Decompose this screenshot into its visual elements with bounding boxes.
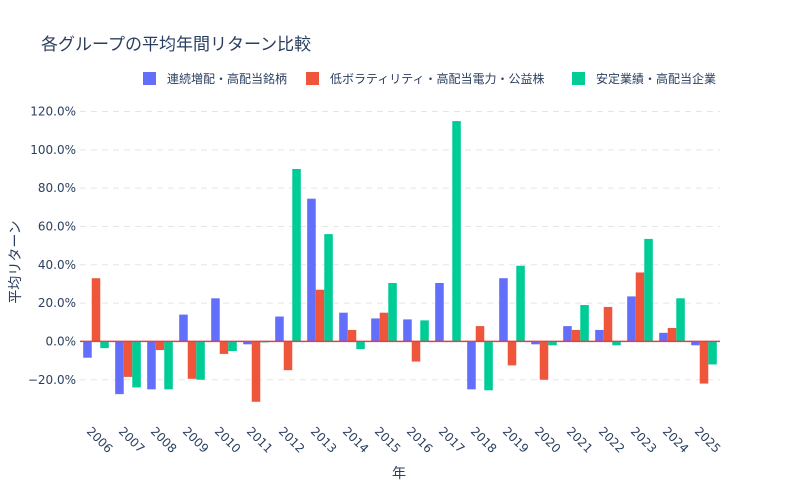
- legend-item-series-3[interactable]: 安定業績・高配当企業: [572, 71, 716, 86]
- bar-2006-series-1[interactable]: [83, 341, 92, 358]
- bars: [83, 121, 717, 402]
- legend-item-series-2[interactable]: 低ボラティリティ・高配当電力・公益株: [306, 71, 545, 86]
- bar-2019-series-2[interactable]: [507, 341, 517, 366]
- bar-2016-series-1[interactable]: [403, 319, 412, 342]
- bar-2013-series-2[interactable]: [315, 289, 325, 342]
- bar-2014-series-3[interactable]: [356, 341, 365, 350]
- bar-2009-series-2[interactable]: [187, 341, 197, 379]
- bar-2007-series-1[interactable]: [115, 341, 124, 395]
- bar-2012-series-3[interactable]: [292, 168, 301, 342]
- bar-2011-series-2[interactable]: [251, 341, 261, 402]
- bar-2008-series-2[interactable]: [155, 341, 165, 351]
- bar-2015-series-1[interactable]: [371, 318, 380, 342]
- bar-2021-series-3[interactable]: [580, 305, 589, 342]
- gridlines: [80, 110, 720, 381]
- y-axis: −20.0% 0.0% 20.0% 40.0% 60.0% 80.0% 100.0% 120.…: [28, 104, 76, 386]
- bar-2022-series-2[interactable]: [603, 306, 613, 342]
- y-tick-label: 20.0%: [38, 296, 76, 310]
- y-tick-label: 100.0%: [30, 143, 76, 157]
- bar-2013-series-1[interactable]: [307, 198, 316, 342]
- bar-2007-series-3[interactable]: [132, 341, 141, 388]
- bar-2006-series-2[interactable]: [91, 278, 101, 342]
- bar-2012-series-2[interactable]: [283, 341, 293, 371]
- bar-2011-series-1[interactable]: [243, 341, 252, 345]
- bar-2022-series-1[interactable]: [595, 329, 604, 342]
- y-axis-title: 平均リターン: [8, 220, 24, 303]
- bar-2013-series-3[interactable]: [324, 234, 333, 342]
- bar-2010-series-1[interactable]: [211, 298, 220, 342]
- bar-2017-series-3[interactable]: [452, 121, 461, 342]
- legend-swatch-series-2: [306, 72, 319, 85]
- bar-2017-series-1[interactable]: [435, 282, 444, 342]
- legend-swatch-series-1: [143, 72, 156, 85]
- bar-2018-series-2[interactable]: [475, 326, 485, 342]
- bar-2021-series-2[interactable]: [571, 329, 581, 342]
- bar-2025-series-1[interactable]: [691, 341, 700, 346]
- bar-2023-series-2[interactable]: [635, 272, 645, 342]
- bar-2020-series-1[interactable]: [531, 341, 540, 345]
- bar-2020-series-2[interactable]: [539, 341, 549, 380]
- bar-2016-series-2[interactable]: [411, 341, 421, 362]
- bar-2010-series-3[interactable]: [228, 341, 237, 352]
- bar-2024-series-1[interactable]: [659, 332, 668, 342]
- y-tick-label: 40.0%: [38, 258, 76, 272]
- y-tick-label: 80.0%: [38, 181, 76, 195]
- bar-2021-series-1[interactable]: [563, 326, 572, 342]
- bar-2024-series-3[interactable]: [676, 298, 685, 342]
- bar-2022-series-3[interactable]: [612, 341, 621, 346]
- bar-2015-series-3[interactable]: [388, 282, 397, 342]
- legend-item-series-1[interactable]: 連続増配・高配当銘柄: [143, 71, 287, 86]
- chart-title: 各グループの平均年間リターン比較: [41, 35, 311, 55]
- y-tick-label: 60.0%: [38, 219, 76, 233]
- bar-2016-series-3[interactable]: [420, 320, 429, 342]
- bar-2020-series-3[interactable]: [548, 341, 557, 346]
- bar-2010-series-2[interactable]: [219, 341, 229, 354]
- bar-2025-series-3[interactable]: [708, 341, 717, 365]
- bar-2025-series-2[interactable]: [699, 341, 709, 384]
- bar-2006-series-3[interactable]: [100, 341, 109, 349]
- bar-2008-series-1[interactable]: [147, 341, 156, 390]
- bar-2009-series-1[interactable]: [179, 314, 188, 342]
- bar-2019-series-3[interactable]: [516, 265, 525, 342]
- bar-2015-series-2[interactable]: [379, 312, 389, 342]
- bar-2023-series-3[interactable]: [644, 238, 653, 342]
- bar-2014-series-1[interactable]: [339, 312, 348, 342]
- bar-2009-series-3[interactable]: [196, 341, 205, 380]
- bar-2012-series-1[interactable]: [275, 316, 284, 342]
- bar-2024-series-2[interactable]: [667, 328, 677, 342]
- y-tick-label: 0.0%: [46, 334, 77, 348]
- legend-label-series-2: 低ボラティリティ・高配当電力・公益株: [330, 71, 545, 86]
- y-tick-label: −20.0%: [28, 373, 76, 387]
- y-tick-label: 120.0%: [30, 104, 76, 118]
- legend[interactable]: 連続増配・高配当銘柄 低ボラティリティ・高配当電力・公益株 安定業績・高配当企業: [143, 71, 716, 86]
- legend-label-series-3: 安定業績・高配当企業: [596, 71, 716, 86]
- bar-2023-series-1[interactable]: [627, 296, 636, 342]
- bar-2018-series-1[interactable]: [467, 341, 476, 390]
- bar-2007-series-2[interactable]: [123, 341, 133, 377]
- bar-2019-series-1[interactable]: [499, 278, 508, 342]
- x-axis-title: 年: [392, 466, 406, 482]
- bar-2008-series-3[interactable]: [164, 341, 173, 390]
- bar-2018-series-3[interactable]: [484, 341, 493, 391]
- legend-label-series-1: 連続増配・高配当銘柄: [167, 71, 287, 86]
- legend-swatch-series-3: [572, 72, 585, 85]
- bar-2014-series-2[interactable]: [347, 329, 357, 342]
